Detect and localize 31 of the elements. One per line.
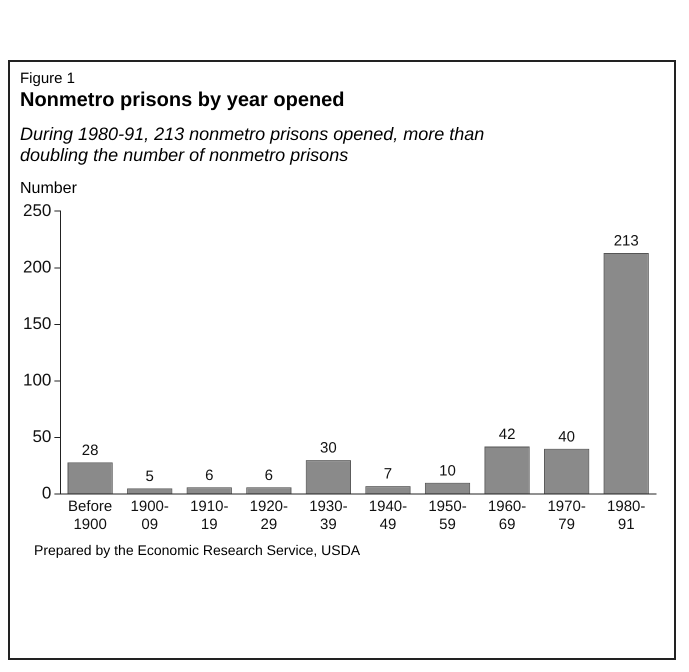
data-label: 28 xyxy=(82,442,98,459)
chart-subtitle: During 1980-91, 213 nonmetro prisons opened, more than doubling the number of nonmetro prisons xyxy=(20,124,486,166)
caption: Figure 1 xyxy=(20,70,76,87)
data-label: 10 xyxy=(439,462,456,480)
y-tick-label: 150 xyxy=(22,314,52,334)
y-tick-label: 200 xyxy=(22,257,52,276)
data-label: 6 xyxy=(205,466,214,484)
x-tick-label: 1910-19 xyxy=(190,498,228,534)
y-axis-title: Number xyxy=(20,180,78,198)
x-tick-label: 1920-29 xyxy=(250,498,288,534)
y-tick-label: 250 xyxy=(22,200,52,220)
x-tick-label: 1900-09 xyxy=(130,498,169,534)
x-tick-label: 1970-79 xyxy=(547,498,586,534)
data-label: 42 xyxy=(498,426,516,444)
data-label: 5 xyxy=(146,468,154,485)
data-label: 6 xyxy=(264,466,274,484)
y-tick-label: 100 xyxy=(22,370,52,390)
data-label: 7 xyxy=(384,466,392,483)
chart-title: Nonmetro prisons by year opened xyxy=(20,89,346,112)
y-tick-label: 50 xyxy=(32,427,52,446)
x-tick-label: 1980-91 xyxy=(607,498,646,534)
text: Prepared by the Economic Research Service, USDA xyxy=(33,542,362,558)
x-tick-label: 1930-39 xyxy=(309,498,348,534)
data-label: 213 xyxy=(614,232,639,250)
data-label: 40 xyxy=(558,428,575,446)
x-tick-label: 1950-59 xyxy=(428,498,467,534)
x-tick-label: 1940-49 xyxy=(368,498,408,534)
x-tick-label: Before 1900 xyxy=(68,498,112,534)
data-label: 30 xyxy=(320,440,337,457)
x-tick-label: 1960-69 xyxy=(488,498,526,534)
y-tick-label: 0 xyxy=(42,484,52,503)
